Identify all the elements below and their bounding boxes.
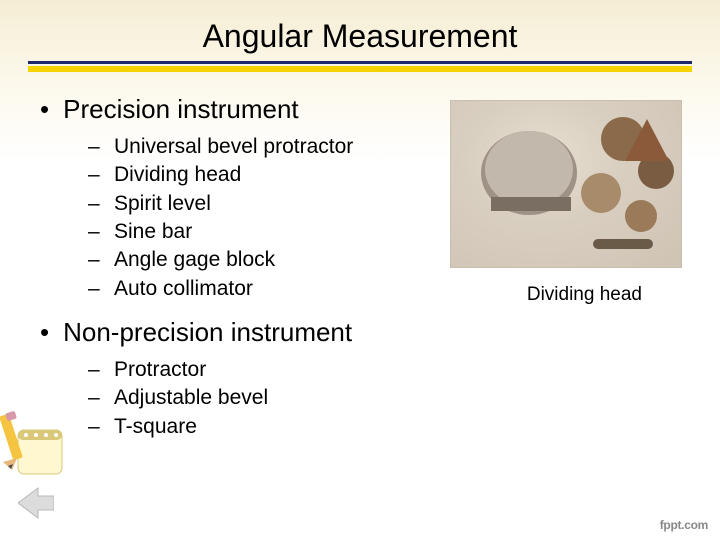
slide-title: Angular Measurement — [28, 18, 692, 55]
item-text: Universal bevel protractor — [114, 135, 353, 158]
list-item: –Adjustable bevel — [88, 384, 692, 412]
item-text: Sine bar — [114, 220, 192, 243]
item-text: Dividing head — [114, 163, 241, 186]
content-area: Precision instrument –Universal bevel pr… — [28, 94, 692, 441]
image-caption: Dividing head — [527, 284, 642, 306]
section-heading-nonprecision: Non-precision instrument — [40, 317, 692, 348]
list-item: –T-square — [88, 413, 692, 441]
dividing-head-image — [450, 100, 682, 268]
slide: Angular Measurement Precision instrument… — [0, 0, 720, 540]
item-text: Protractor — [114, 358, 206, 381]
title-underline-yellow — [28, 66, 692, 72]
title-underline-dark — [28, 61, 692, 64]
item-text: Auto collimator — [114, 277, 253, 300]
item-text: T-square — [114, 415, 197, 438]
item-text: Spirit level — [114, 192, 211, 215]
item-text: Adjustable bevel — [114, 386, 268, 409]
item-text: Angle gage block — [114, 248, 275, 271]
pencil-notepad-icon — [0, 408, 72, 480]
list-item: –Protractor — [88, 356, 692, 384]
footer-attribution: fppt.com — [660, 518, 708, 532]
back-arrow-button[interactable] — [18, 486, 54, 520]
nonprecision-list: –Protractor –Adjustable bevel –T-square — [88, 356, 692, 441]
